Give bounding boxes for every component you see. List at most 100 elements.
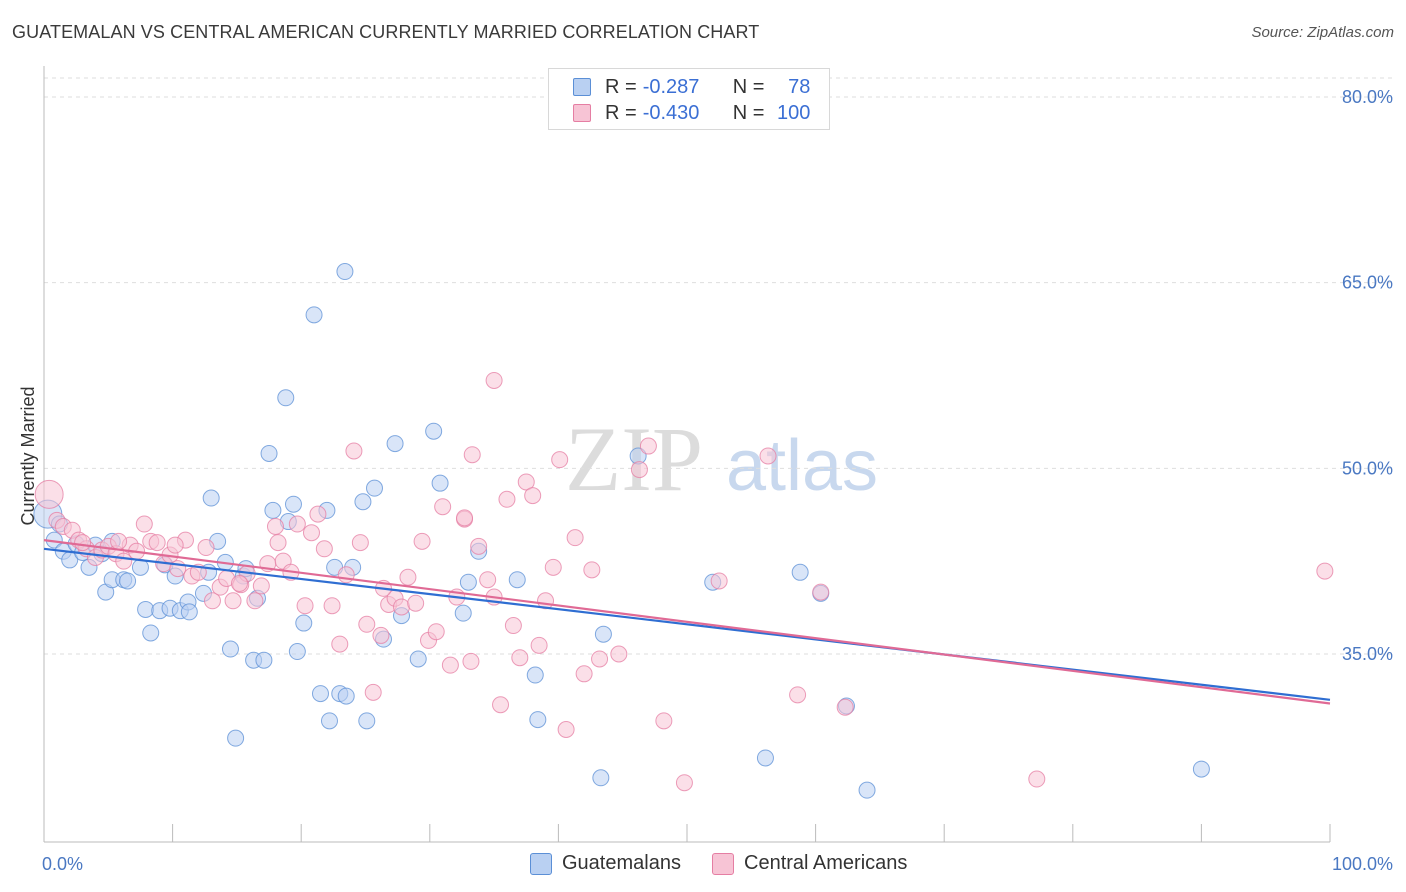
central-americans-point	[557, 721, 575, 739]
guatemalans-point	[454, 604, 472, 622]
central-americans-point	[135, 515, 153, 533]
guatemalans-point	[529, 711, 547, 729]
guatemalans-point	[137, 600, 155, 618]
n-label: N =	[732, 101, 765, 124]
guatemalans-point	[295, 614, 313, 632]
central-americans-point	[427, 623, 445, 641]
central-americans-point	[463, 446, 481, 464]
guatemalans-point	[508, 571, 526, 589]
central-americans-point	[337, 566, 355, 584]
central-americans-point	[492, 696, 510, 714]
central-americans-point	[296, 597, 314, 615]
guatemalans-point	[1192, 760, 1210, 778]
central-americans-point	[1028, 770, 1046, 788]
central-americans-point	[288, 515, 306, 533]
central-americans-point	[759, 447, 777, 465]
source-credit: Source: ZipAtlas.com	[1251, 24, 1394, 41]
guatemalans-point	[594, 625, 612, 643]
y-tick-label: 35.0%	[1342, 644, 1393, 664]
guatemalans-point	[358, 712, 376, 730]
y-tick-label: 65.0%	[1342, 273, 1393, 293]
y-tick-label: 80.0%	[1342, 87, 1393, 107]
r-label: R =	[605, 101, 637, 124]
central-americans-point	[358, 615, 376, 633]
legend-item-central-americans[interactable]: Central Americans	[712, 852, 907, 875]
central-americans-point	[345, 442, 363, 460]
central-americans-point	[302, 524, 320, 542]
x-tick-label: 100.0%	[1332, 854, 1393, 874]
guatemalans-point	[526, 666, 544, 684]
legend-swatch-central-americans	[573, 104, 591, 122]
central-americans-point	[462, 652, 480, 670]
central-americans-point	[504, 617, 522, 635]
guatemalans-point	[459, 573, 477, 591]
stats-legend: R = -0.287 N = 78 R = -0.430 N = 100	[548, 68, 830, 130]
central-americans-point	[224, 592, 242, 610]
central-americans-point	[266, 518, 284, 536]
legend-swatch-guatemalans	[573, 78, 591, 96]
central-americans-point	[309, 505, 327, 523]
watermark-atlas: atlas	[726, 426, 878, 506]
guatemalans-point	[386, 435, 404, 453]
central-americans-trend-line	[43, 539, 1331, 705]
central-americans-point	[530, 636, 548, 654]
central-americans-point	[166, 536, 184, 554]
central-americans-point	[399, 568, 417, 586]
guatemalans-trend-line	[43, 547, 1331, 701]
central-americans-point	[74, 534, 92, 552]
guatemalans-point	[858, 781, 876, 799]
central-americans-point	[485, 371, 503, 389]
central-americans-point	[630, 461, 648, 479]
series-legend: Guatemalans Central Americans	[0, 852, 1406, 878]
central-americans-point	[323, 597, 341, 615]
central-americans-point	[511, 649, 529, 667]
central-americans-point	[789, 686, 807, 704]
guatemalans-point	[336, 263, 354, 281]
x-tick-label: 0.0%	[42, 854, 83, 874]
guatemalans-point	[264, 501, 282, 519]
central-americans-point	[566, 529, 584, 547]
central-americans-point	[441, 656, 459, 674]
central-americans-point	[456, 509, 474, 527]
central-americans-point	[393, 598, 411, 616]
legend-swatch-guatemalans	[530, 852, 552, 875]
data-points	[33, 263, 1334, 799]
central-americans-point	[269, 534, 287, 552]
axes	[43, 66, 1331, 843]
r-value: -0.287	[642, 75, 700, 98]
central-americans-point	[836, 698, 854, 716]
central-americans-point	[575, 665, 593, 683]
central-americans-point	[434, 498, 452, 516]
central-americans-point	[331, 635, 349, 653]
central-americans-point	[710, 572, 728, 590]
guatemalans-point	[337, 687, 355, 705]
guatemalans-point	[119, 572, 137, 590]
guatemalans-point	[277, 389, 295, 407]
central-americans-point	[413, 532, 431, 550]
central-americans-point	[812, 583, 830, 601]
n-value: 100	[777, 101, 811, 124]
r-label: R =	[605, 75, 637, 98]
guatemalans-point	[409, 650, 427, 668]
central-americans-point	[583, 561, 601, 579]
central-americans-point	[203, 592, 221, 610]
n-value: 78	[788, 75, 811, 98]
guatemalans-point	[288, 643, 306, 661]
guatemalans-point	[756, 749, 774, 767]
guatemalans-point	[260, 444, 278, 462]
legend-swatch-central-americans	[712, 852, 734, 875]
guatemalans-point	[305, 306, 323, 324]
y-tick-label: 50.0%	[1342, 458, 1393, 478]
trend-lines	[43, 539, 1331, 705]
legend-item-guatemalans[interactable]: Guatemalans	[530, 852, 681, 875]
guatemalans-point	[255, 651, 273, 669]
legend-label-central-americans: Central Americans	[744, 852, 908, 874]
guatemalans-point	[142, 624, 160, 642]
guatemalans-point	[180, 603, 198, 621]
r-value: -0.430	[642, 101, 700, 124]
guatemalans-point	[202, 489, 220, 507]
watermark: ZIP atlas	[565, 408, 878, 510]
central-americans-point	[351, 534, 369, 552]
central-americans-point	[544, 558, 562, 576]
